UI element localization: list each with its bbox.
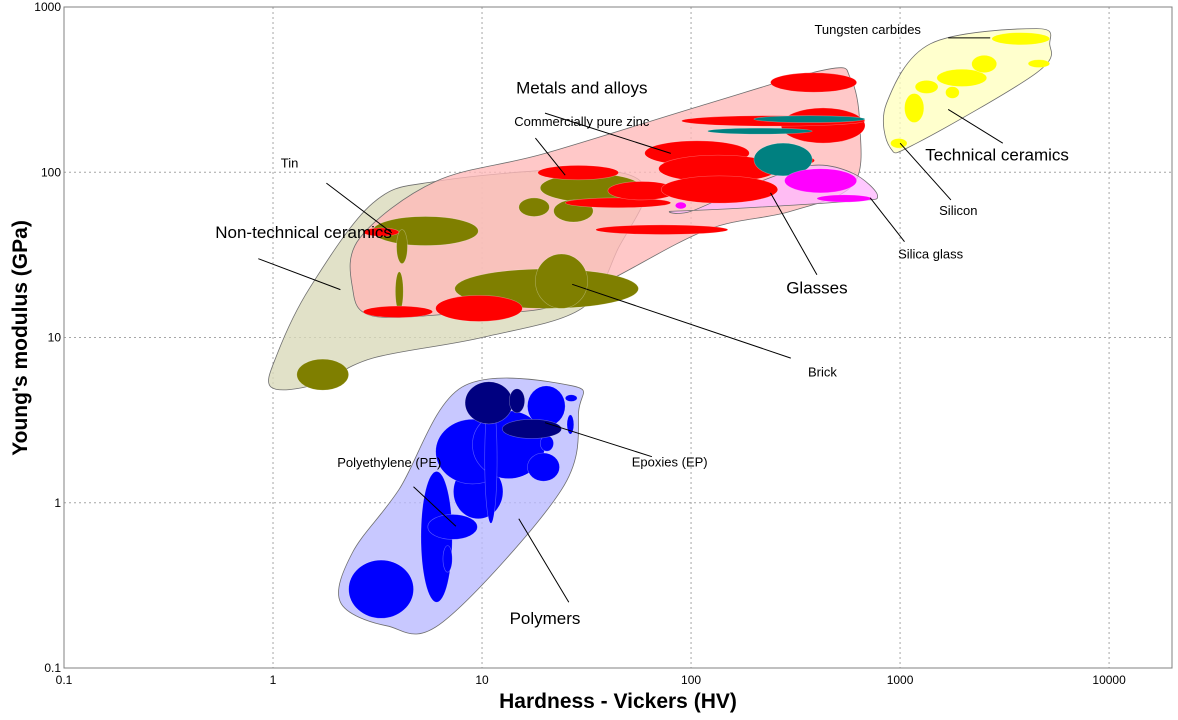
- metals-bubble: [770, 72, 857, 93]
- annotations: Metals and alloys Commercially pure zinc T…: [215, 22, 1069, 628]
- metals-bubble: [362, 227, 400, 237]
- glass-bubble: [816, 194, 872, 203]
- annotation-leader: [899, 142, 952, 201]
- x-tick-label: 10000: [1092, 673, 1126, 687]
- y-tick-label: 1: [54, 496, 61, 510]
- y-tick-label: 10: [48, 331, 62, 345]
- annotation-label: Silicon: [939, 203, 977, 218]
- nontech-bubble: [535, 253, 588, 309]
- annotation-label: Tungsten carbides: [814, 22, 921, 37]
- polymer_dark-bubble: [501, 419, 562, 439]
- annotation-leader: [869, 197, 905, 243]
- tech-bubble: [904, 93, 925, 123]
- tech-bubble: [936, 68, 988, 87]
- tech-envelope: [883, 28, 1052, 154]
- polymer-bubble: [566, 414, 575, 435]
- annotation-label: Metals and alloys: [516, 78, 647, 97]
- x-tick-label: 1: [270, 673, 277, 687]
- metals-bubble: [660, 175, 779, 204]
- annotation-label: Non-technical ceramics: [215, 223, 392, 242]
- metals-bubble: [564, 197, 672, 209]
- metals-bubble: [537, 165, 619, 181]
- nontech-bubble: [296, 358, 349, 391]
- tech-bubble: [945, 86, 960, 99]
- annotation-label: Polymers: [510, 609, 581, 628]
- annotation-leader: [572, 283, 791, 359]
- metals-bubble: [595, 224, 729, 235]
- metals_teal-bubble: [753, 115, 866, 123]
- tech-bubble: [991, 32, 1051, 46]
- metals_teal-bubble: [753, 142, 813, 177]
- tech-bubble: [914, 80, 939, 94]
- family-envelopes: [268, 28, 1052, 635]
- y-axis-ticks: 0.1 1 10 100 1000: [34, 0, 61, 675]
- y-axis-title: Young's modulus (GPa): [9, 220, 32, 456]
- annotation-leader: [326, 182, 393, 234]
- metals-bubble: [362, 305, 433, 318]
- annotation-leader: [535, 137, 566, 176]
- annotation-label: Technical ceramics: [925, 145, 1069, 164]
- y-tick-label: 0.1: [44, 661, 61, 675]
- tech-bubble: [890, 138, 908, 149]
- y-tick-label: 100: [41, 165, 61, 179]
- annotation-leader: [544, 112, 671, 154]
- polymer-bubble: [527, 452, 560, 482]
- tech-bubble: [971, 54, 998, 74]
- plot-frame: [63, 6, 1173, 669]
- annotation-leader: [258, 258, 341, 291]
- annotation-label: Tin: [281, 155, 299, 170]
- x-axis-title: Hardness - Vickers (HV): [499, 690, 737, 713]
- polymer-bubble: [427, 514, 478, 540]
- x-axis-ticks: 0.1 1 10 100 1000 10000: [56, 673, 1126, 687]
- annotation-leader: [544, 422, 653, 458]
- annotation-label: Silica glass: [898, 247, 964, 262]
- metals-bubble: [435, 295, 523, 322]
- polymer-bubble: [348, 559, 414, 619]
- annotation-label: Commercially pure zinc: [514, 114, 650, 129]
- material-bubbles: [296, 32, 1051, 619]
- y-tick-label: 1000: [34, 0, 61, 14]
- annotation-label: Brick: [808, 365, 837, 380]
- polymer-bubble: [564, 394, 578, 402]
- nontech-bubble: [518, 197, 550, 217]
- annotation-label: Epoxies (EP): [632, 454, 708, 469]
- annotation-leader: [413, 486, 457, 527]
- nontech-bubble: [395, 271, 404, 312]
- polymer-bubble: [442, 545, 453, 573]
- x-tick-label: 0.1: [56, 673, 73, 687]
- polymer_dark-bubble: [508, 388, 526, 414]
- x-tick-label: 100: [681, 673, 701, 687]
- x-tick-label: 10: [475, 673, 489, 687]
- glass-bubble: [674, 201, 687, 210]
- grid-lines: [64, 7, 1172, 668]
- annotation-leader: [947, 108, 1004, 144]
- annotation-label: Polyethylene (PE): [337, 455, 441, 470]
- nontech-bubble: [396, 229, 408, 264]
- annotation-leader: [770, 192, 818, 275]
- tech-bubble: [1027, 59, 1050, 68]
- metals_teal-bubble: [707, 127, 813, 135]
- x-tick-label: 1000: [887, 673, 914, 687]
- glass-bubble: [784, 168, 857, 194]
- polymer_dark-bubble: [464, 381, 513, 425]
- annotation-label: Glasses: [786, 278, 847, 297]
- annotation-leader: [518, 518, 570, 603]
